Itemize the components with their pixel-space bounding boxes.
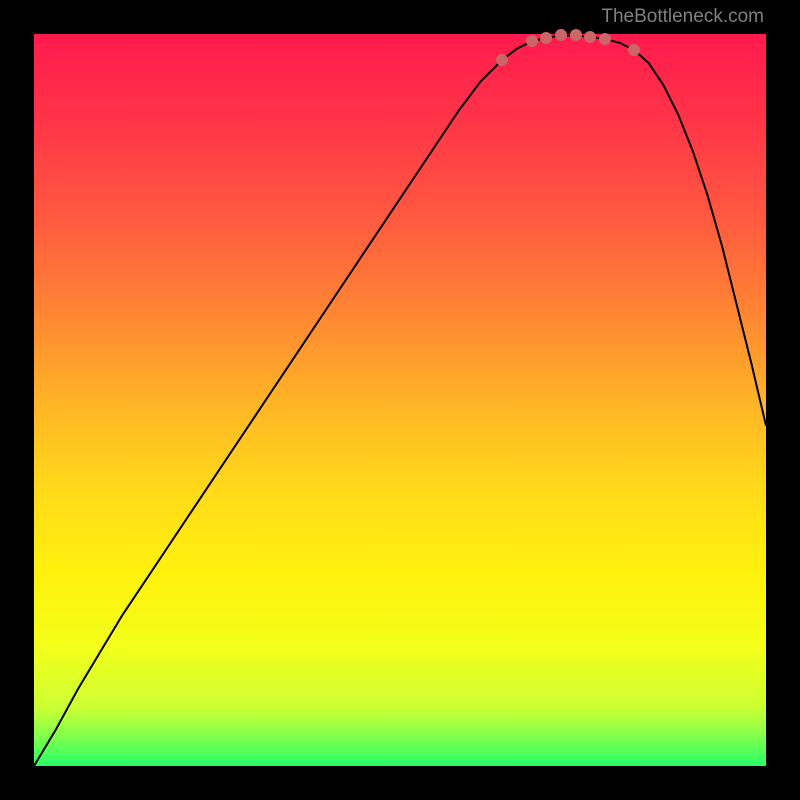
data-marker	[526, 35, 538, 47]
data-marker	[540, 32, 552, 44]
data-marker	[599, 33, 611, 45]
plot-area	[34, 34, 766, 766]
curve-line	[34, 34, 766, 766]
watermark-text: TheBottleneck.com	[601, 6, 764, 28]
